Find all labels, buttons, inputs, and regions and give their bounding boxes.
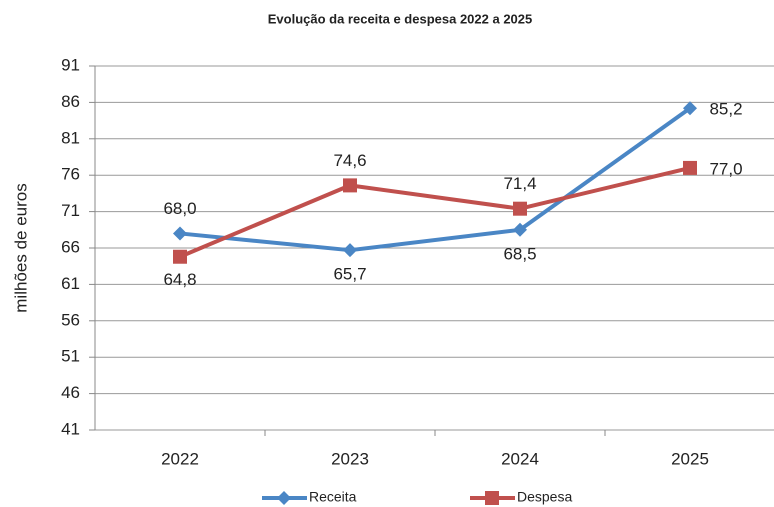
y-tick-label: 71 bbox=[61, 201, 80, 220]
y-tick-label: 56 bbox=[61, 310, 80, 329]
data-point bbox=[513, 201, 527, 216]
data-label: 68,0 bbox=[163, 199, 196, 218]
y-tick-label: 66 bbox=[61, 237, 80, 256]
series-line bbox=[179, 106, 692, 253]
data-point bbox=[513, 222, 527, 237]
data-label: 71,4 bbox=[503, 174, 536, 193]
data-label: 85,2 bbox=[709, 100, 742, 119]
y-axis-label: milhões de euros bbox=[11, 183, 30, 312]
x-tick-label: 2024 bbox=[501, 449, 539, 468]
y-tick-label: 51 bbox=[61, 347, 80, 366]
y-tick-label: 86 bbox=[61, 92, 80, 111]
legend-label: Despesa bbox=[517, 489, 572, 505]
x-tick-label: 2022 bbox=[161, 449, 199, 468]
series-line bbox=[179, 165, 691, 259]
data-point bbox=[173, 249, 187, 264]
data-label: 68,5 bbox=[503, 244, 536, 263]
legend-marker bbox=[277, 491, 291, 505]
legend-marker bbox=[485, 491, 499, 505]
y-tick-label: 91 bbox=[61, 55, 80, 74]
y-tick-label: 46 bbox=[61, 383, 80, 402]
y-tick-label: 81 bbox=[61, 128, 80, 147]
data-label: 65,7 bbox=[333, 265, 366, 284]
x-tick-label: 2025 bbox=[671, 449, 709, 468]
chart-title: Evolução da receita e despesa 2022 a 202… bbox=[268, 11, 533, 26]
y-tick-label: 76 bbox=[61, 165, 80, 184]
y-tick-label: 41 bbox=[61, 419, 80, 438]
data-point bbox=[343, 178, 357, 193]
data-point bbox=[173, 226, 187, 241]
x-tick-label: 2023 bbox=[331, 449, 369, 468]
data-point bbox=[683, 101, 697, 116]
y-tick-label: 61 bbox=[61, 274, 80, 293]
legend-label: Receita bbox=[309, 489, 357, 505]
data-label: 77,0 bbox=[709, 159, 742, 178]
data-label: 64,8 bbox=[163, 270, 196, 289]
data-point bbox=[683, 160, 697, 175]
data-label: 74,6 bbox=[333, 151, 366, 170]
data-point bbox=[343, 243, 357, 258]
